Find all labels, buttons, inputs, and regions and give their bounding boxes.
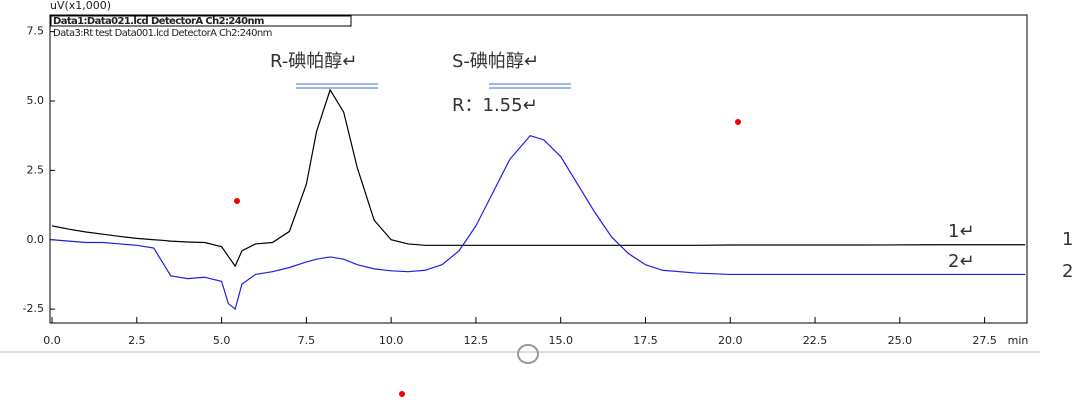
annotation: 2↵ [948,251,975,272]
x-tick-label: 10.0 [379,334,404,347]
annotation: 1↵ [948,221,975,242]
legend-label: Data3:Rt test Data001.lcd DetectorA Ch2:… [53,28,272,39]
y-tick-label: 2.5 [27,163,45,176]
annotation: R：1.55↵ [452,95,538,116]
y-tick-label: 7.5 [27,25,45,38]
x-tick-label: 27.5 [972,334,997,347]
plot-frame [49,14,1028,324]
red-dot [735,119,741,125]
x-tick-label: 7.5 [298,334,316,347]
x-tick-label: 15.0 [548,334,573,347]
artifact [517,344,539,364]
x-tick-label: 20.0 [718,334,743,347]
underlines [296,83,571,89]
series-line [51,88,1026,268]
x-axis-label: min [1008,334,1029,347]
y-tick-label: 5.0 [27,94,45,107]
x-tick-label: 2.5 [128,334,146,347]
legend-label: Data1:Data021.lcd DetectorA Ch2:240nm [53,16,264,27]
x-tick-label: 25.0 [888,334,913,347]
series-line [51,135,1026,311]
red-dot [399,391,405,397]
y-tick-label: 0.0 [27,233,45,246]
y-axis-label: uV(x1,000) [50,0,111,12]
annotation: 1 [1062,229,1073,250]
legend: Data1:Data021.lcd DetectorA Ch2:240nmDat… [50,15,352,39]
annotation: 2 [1062,261,1073,282]
x-tick-label: 12.5 [464,334,489,347]
x-tick-label: 0.0 [43,334,61,347]
red-dot [234,198,240,204]
annotation: R-碘帕醇↵ [270,51,357,72]
x-tick-label: 22.5 [803,334,828,347]
y-tick-label: -2.5 [23,302,44,315]
x-tick-label: 5.0 [213,334,231,347]
legend-box [50,15,352,27]
annotation: S-碘帕醇↵ [452,51,539,72]
x-tick-label: 17.5 [633,334,658,347]
